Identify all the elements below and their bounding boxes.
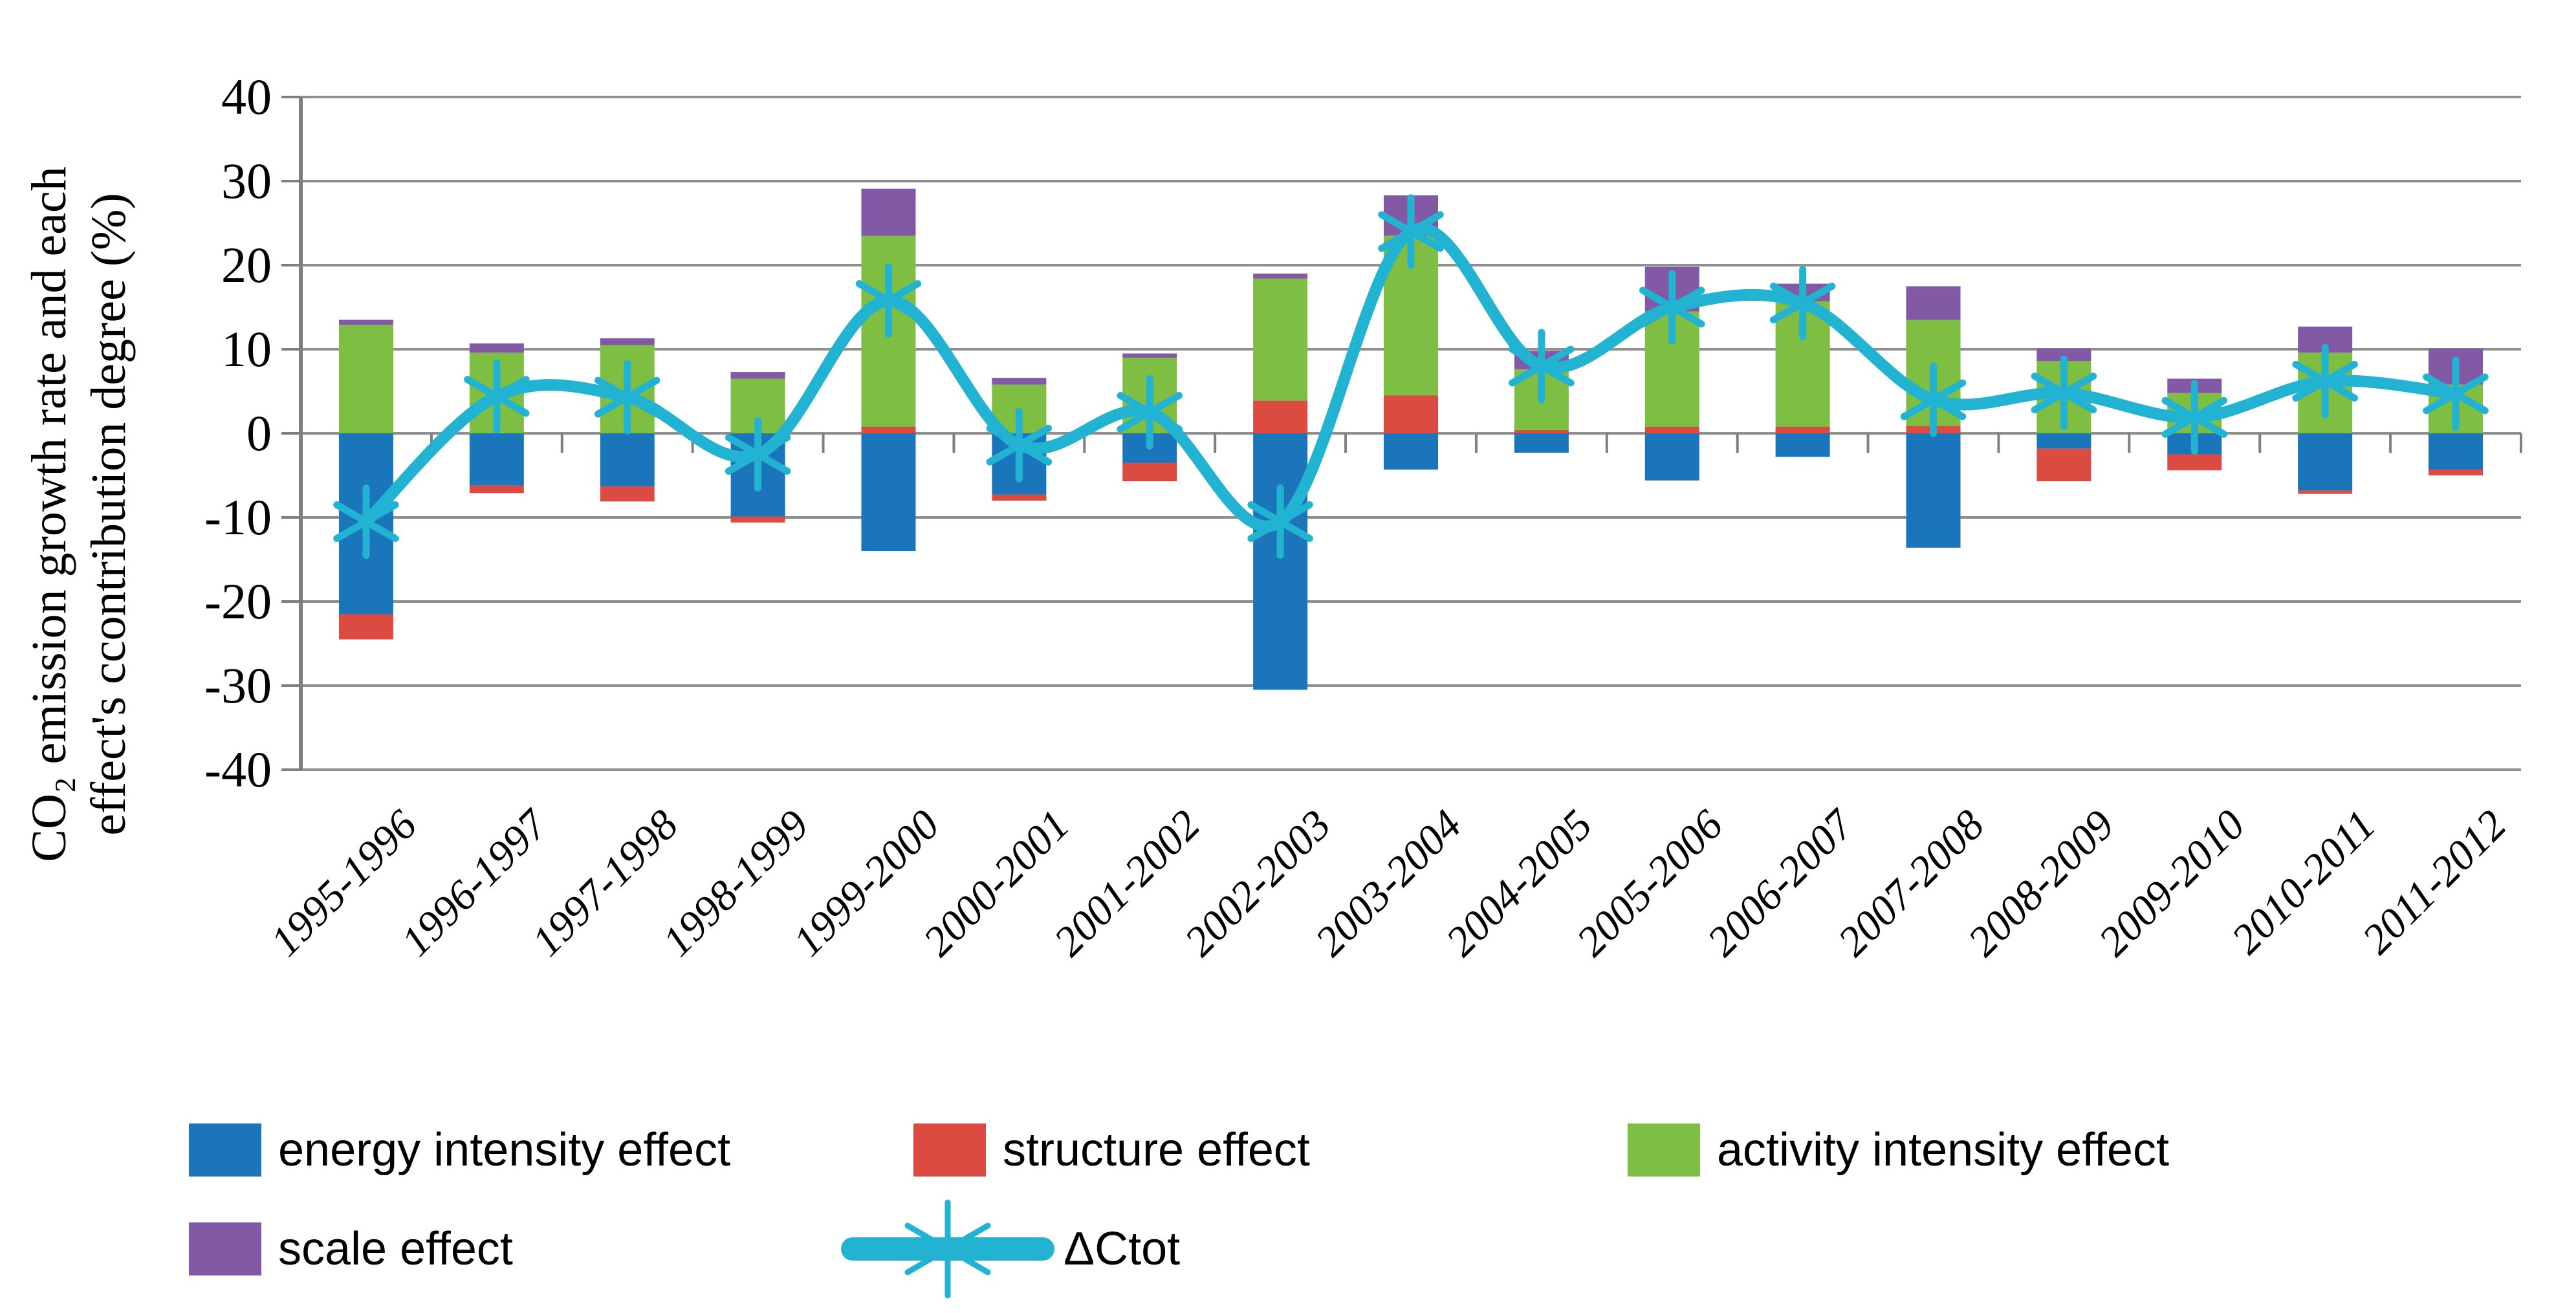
bar-segment-scale-effect-1998-1999	[730, 372, 785, 379]
bar-segment-energy-intensity-effect-2003-2004	[1384, 433, 1438, 470]
bar-segment-energy-intensity-effect-2004-2005	[1514, 433, 1569, 453]
y-tick-label--20: -20	[204, 573, 272, 629]
y-tick-label--40: -40	[204, 741, 272, 798]
bar-segment-scale-effect-2002-2003	[1253, 274, 1308, 279]
bar-segment-energy-intensity-effect-2002-2003	[1253, 433, 1308, 690]
bar-segment-structure-effect-2004-2005	[1514, 429, 1569, 433]
delta-ctot-marker-2011-2012	[2423, 356, 2489, 431]
bar-segment-structure-effect-2002-2003	[1253, 400, 1308, 433]
bar-segment-structure-effect-1996-1997	[469, 485, 524, 494]
bar-segment-structure-effect-2000-2001	[992, 494, 1047, 501]
delta-ctot-marker-1999-2000	[855, 263, 922, 338]
bar-segment-energy-intensity-effect-2008-2009	[2036, 433, 2091, 449]
delta-ctot-marker-2000-2001	[986, 407, 1053, 483]
bar-segment-structure-effect-1995-1996	[338, 614, 393, 640]
y-tick-label--10: -10	[204, 489, 272, 545]
delta-ctot-marker-2008-2009	[2031, 356, 2097, 431]
delta-ctot-marker-1996-1997	[464, 359, 530, 434]
bar-segment-activity-intensity-effect-2002-2003	[1253, 278, 1308, 401]
y-tick-label-10: 10	[221, 321, 272, 377]
delta-ctot-marker-2001-2002	[1117, 375, 1183, 450]
y-tick-label-40: 40	[221, 69, 272, 125]
y-tick-label-0: 0	[246, 405, 272, 461]
delta-ctot-marker-2003-2004	[1378, 194, 1444, 269]
bar-segment-structure-effect-1997-1998	[600, 486, 655, 502]
delta-ctot-marker-2009-2010	[2161, 380, 2228, 455]
bar-segment-activity-intensity-effect-1995-1996	[338, 325, 393, 433]
legend-swatch-scale	[189, 1222, 261, 1275]
bar-segment-energy-intensity-effect-2005-2006	[1644, 433, 1699, 481]
delta-ctot-marker-1995-1996	[333, 484, 399, 559]
bar-segment-structure-effect-2008-2009	[2036, 448, 2091, 482]
bar-segment-scale-effect-1996-1997	[469, 343, 524, 353]
bar-segment-scale-effect-1995-1996	[338, 320, 393, 325]
bar-segment-energy-intensity-effect-1999-2000	[861, 433, 916, 551]
delta-ctot-marker-2005-2006	[1639, 270, 1705, 345]
legend-item-delta-ctot: ΔCtot	[841, 1199, 1181, 1299]
bar-segment-structure-effect-1999-2000	[861, 426, 916, 433]
y-tick-label--30: -30	[204, 657, 272, 713]
legend-item-energy-intensity: energy intensity effect	[189, 1122, 730, 1178]
legend-label-activity-intensity: activity intensity effect	[1717, 1124, 2169, 1176]
bar-segment-structure-effect-2003-2004	[1384, 395, 1438, 433]
bar-segment-energy-intensity-effect-1997-1998	[600, 433, 655, 486]
bar-segment-structure-effect-2001-2002	[1122, 462, 1177, 482]
legend-label-energy-intensity: energy intensity effect	[278, 1124, 731, 1176]
bar-segment-scale-effect-2007-2008	[1906, 286, 1961, 320]
bar-segment-energy-intensity-effect-1996-1997	[469, 433, 524, 486]
bar-segment-scale-effect-1999-2000	[861, 188, 916, 236]
bar-segment-scale-effect-2000-2001	[992, 378, 1047, 385]
delta-ctot-marker-2006-2007	[1769, 266, 1836, 340]
bar-segment-scale-effect-2008-2009	[2036, 348, 2091, 362]
bar-segment-energy-intensity-effect-2011-2012	[2429, 433, 2483, 470]
delta-ctot-marker-1997-1998	[594, 360, 660, 435]
y-tick-label-30: 30	[221, 153, 272, 209]
bar-segment-energy-intensity-effect-2006-2007	[1775, 433, 1830, 457]
bar-segment-structure-effect-2009-2010	[2167, 454, 2222, 471]
delta-ctot-marker-1998-1999	[725, 417, 791, 492]
delta-ctot-marker-2007-2008	[1900, 362, 1967, 437]
legend-swatch-energy-intensity	[189, 1123, 261, 1177]
delta-ctot-marker-2010-2011	[2292, 343, 2358, 418]
legend-item-scale: scale effect	[189, 1221, 513, 1277]
legend-swatch-structure	[913, 1123, 986, 1177]
legend-swatch-activity-intensity	[1628, 1123, 1700, 1177]
legend-item-activity-intensity: activity intensity effect	[1628, 1122, 2169, 1178]
bar-segment-structure-effect-2005-2006	[1644, 426, 1699, 433]
delta-ctot-marker-2002-2003	[1247, 484, 1313, 559]
legend-item-structure: structure effect	[913, 1122, 1310, 1178]
bar-segment-structure-effect-1998-1999	[730, 516, 785, 523]
delta-ctot-line-marker-icon	[841, 1199, 1054, 1299]
legend-label-delta-ctot: ΔCtot	[1064, 1223, 1181, 1275]
bar-segment-scale-effect-2001-2002	[1122, 353, 1177, 358]
bar-segment-energy-intensity-effect-2010-2011	[2298, 433, 2353, 491]
bar-segment-scale-effect-1997-1998	[600, 338, 655, 345]
legend-label-structure: structure effect	[1003, 1124, 1310, 1176]
bar-segment-structure-effect-2010-2011	[2298, 490, 2353, 494]
y-tick-label-20: 20	[221, 237, 272, 293]
legend-label-scale: scale effect	[278, 1223, 513, 1275]
delta-ctot-marker-2004-2005	[1509, 329, 1575, 404]
bar-segment-structure-effect-2006-2007	[1775, 426, 1830, 433]
bar-segment-structure-effect-2011-2012	[2429, 469, 2483, 475]
bar-segment-energy-intensity-effect-2007-2008	[1906, 433, 1961, 548]
